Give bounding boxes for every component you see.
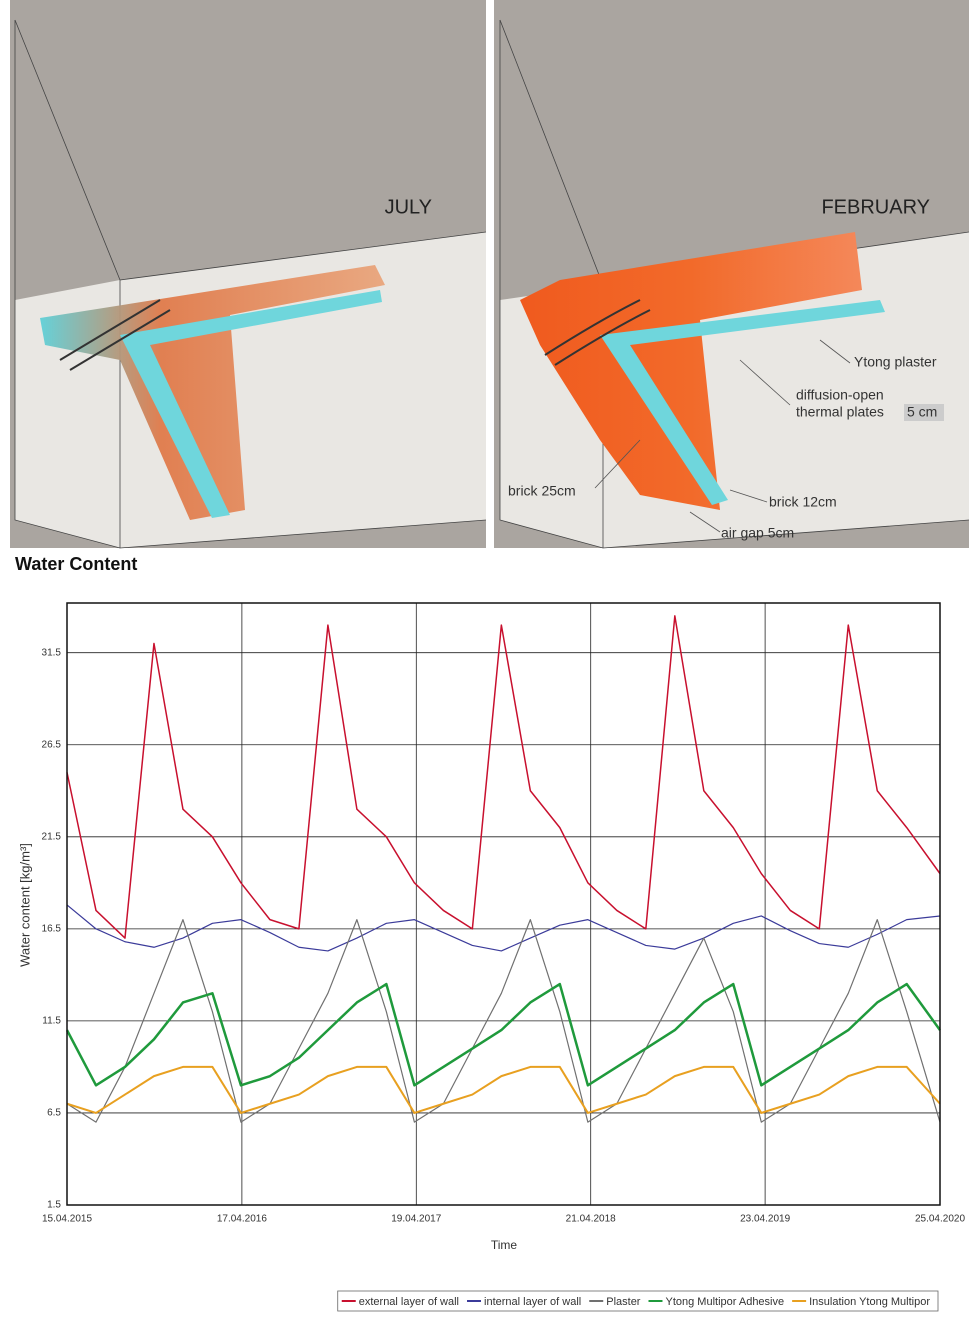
annotation: brick 25cm (508, 483, 576, 499)
panel-label: JULY (385, 196, 432, 218)
y-tick-label: 1.5 (47, 1200, 61, 1211)
y-axis-label: Water content [kg/m³] (17, 843, 32, 967)
annotation: thermal plates (796, 404, 884, 420)
panel-label: FEBRUARY (821, 196, 930, 218)
y-tick-label: 31.5 (42, 647, 62, 658)
x-tick-label: 17.04.2016 (217, 1214, 267, 1225)
legend-label: Plaster (606, 1296, 641, 1308)
annotation: Ytong plaster (854, 354, 937, 370)
series-line (67, 905, 940, 951)
plot-frame (67, 603, 940, 1205)
annotation: air gap 5cm (721, 525, 794, 541)
annotation: diffusion-open (796, 387, 884, 403)
legend-label: external layer of wall (359, 1296, 459, 1308)
legend-label: Ytong Multipor Adhesive (665, 1296, 784, 1308)
chart-title: Water Content (15, 554, 137, 574)
render-july: JULY (10, 0, 486, 548)
x-tick-label: 23.04.2019 (740, 1214, 790, 1225)
x-tick-label: 19.04.2017 (391, 1214, 441, 1225)
y-tick-label: 6.5 (47, 1108, 61, 1119)
y-tick-label: 26.5 (42, 739, 62, 750)
x-tick-label: 21.04.2018 (566, 1214, 616, 1225)
legend-label: internal layer of wall (484, 1296, 581, 1308)
y-tick-label: 11.5 (42, 1016, 61, 1027)
y-tick-label: 16.5 (42, 923, 62, 934)
y-tick-label: 21.5 (42, 831, 62, 842)
series-line (67, 984, 940, 1085)
series-line (67, 1067, 940, 1113)
x-tick-label: 15.04.2015 (42, 1214, 92, 1225)
x-axis-label: Time (491, 1238, 518, 1252)
x-tick-label: 25.04.2020 (915, 1214, 965, 1225)
figure: JULY FEBRUARY Ytong plaster diffusion-op… (0, 0, 969, 1314)
legend-label: Insulation Ytong Multipor (809, 1296, 930, 1308)
page: JULY FEBRUARY Ytong plaster diffusion-op… (0, 0, 969, 1319)
series-line (67, 616, 940, 938)
legend: external layer of wall internal layer of … (338, 1291, 938, 1311)
annotation: 5 cm (907, 404, 937, 420)
render-february: FEBRUARY Ytong plaster diffusion-open th… (494, 0, 969, 548)
annotation: brick 12cm (769, 494, 837, 510)
